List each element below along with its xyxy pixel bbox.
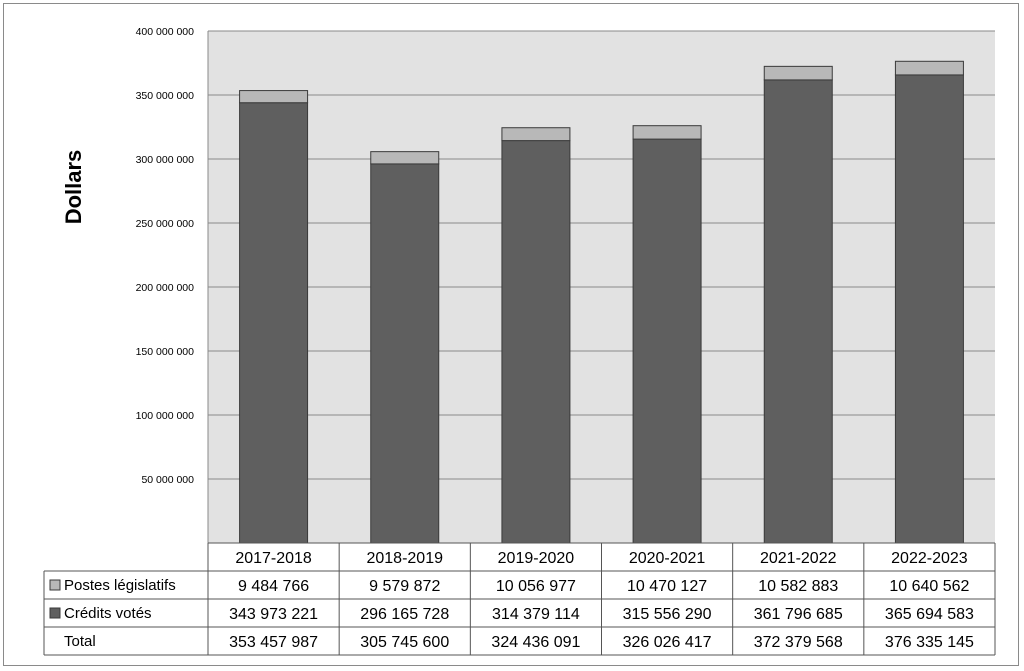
data-label: 314 379 114 <box>492 606 580 623</box>
y-tick-label: 400 000 000 <box>136 26 195 38</box>
y-tick-label: 50 000 000 <box>141 474 194 486</box>
y-tick-label: 150 000 000 <box>136 346 195 358</box>
y-tick-label: 250 000 000 <box>136 218 195 230</box>
total-value: 353 457 987 <box>229 634 318 651</box>
x-tick-label: 2022-2023 <box>891 550 968 567</box>
bar-credits-votes <box>370 163 440 544</box>
data-label: 315 556 290 <box>623 606 712 623</box>
bar-postes-legislatifs <box>763 65 833 81</box>
bar-postes-legislatifs <box>894 60 964 76</box>
y-axis-label: Dollars <box>61 150 86 225</box>
x-tick-label: 2021-2022 <box>760 550 837 567</box>
bar-postes-legislatifs <box>501 127 571 142</box>
total-value: 326 026 417 <box>623 634 712 651</box>
bar-credits-votes <box>894 74 964 544</box>
data-label: 9 484 766 <box>238 578 309 595</box>
y-tick-label: 300 000 000 <box>136 154 195 166</box>
legend-key <box>49 579 61 591</box>
y-tick-label: 200 000 000 <box>136 282 195 294</box>
y-tick-label: 350 000 000 <box>136 90 195 102</box>
data-label: 10 640 562 <box>889 578 969 595</box>
bar-postes-legislatifs <box>239 90 309 104</box>
total-label: Total <box>64 633 96 650</box>
data-label: 361 796 685 <box>754 606 843 623</box>
bar-credits-votes <box>239 102 309 544</box>
data-label: 365 694 583 <box>885 606 974 623</box>
bars <box>239 60 964 544</box>
bar-credits-votes <box>763 79 833 544</box>
y-axis-ticks: 50 000 000 100 000 000 150 000 000 200 000 … <box>136 26 195 486</box>
total-value: 376 335 145 <box>885 634 974 651</box>
total-value: 305 745 600 <box>360 634 449 651</box>
x-tick-label: 2020-2021 <box>629 550 706 567</box>
grid-lines <box>207 30 995 543</box>
bar-credits-votes <box>501 140 571 544</box>
x-tick-label: 2019-2020 <box>498 550 575 567</box>
data-label: 296 165 728 <box>360 606 449 623</box>
bar-postes-legislatifs <box>632 125 702 140</box>
data-label: 10 582 883 <box>758 578 838 595</box>
bar-credits-votes <box>632 138 702 544</box>
legend-label: Postes législatifs <box>64 577 176 594</box>
total-value: 324 436 091 <box>491 634 580 651</box>
legend-label: Crédits votés <box>64 605 152 622</box>
bar-postes-legislatifs <box>370 151 440 165</box>
data-label: 10 470 127 <box>627 578 707 595</box>
legend-key <box>49 607 61 619</box>
chart-svg: 50 000 000 100 000 000 150 000 000 200 000 … <box>43 26 996 656</box>
x-tick-label: 2017-2018 <box>235 550 312 567</box>
data-label: 9 579 872 <box>369 578 440 595</box>
y-tick-label: 100 000 000 <box>136 410 195 422</box>
x-tick-label: 2018-2019 <box>366 550 443 567</box>
data-label: 343 973 221 <box>229 606 318 623</box>
data-table: 2017-2018 2018-2019 2019-2020 2020-2021 2021… <box>43 542 996 656</box>
total-value: 372 379 568 <box>754 634 843 651</box>
data-label: 10 056 977 <box>496 578 576 595</box>
chart-frame: 50 000 000 100 000 000 150 000 000 200 000 … <box>3 3 1019 666</box>
